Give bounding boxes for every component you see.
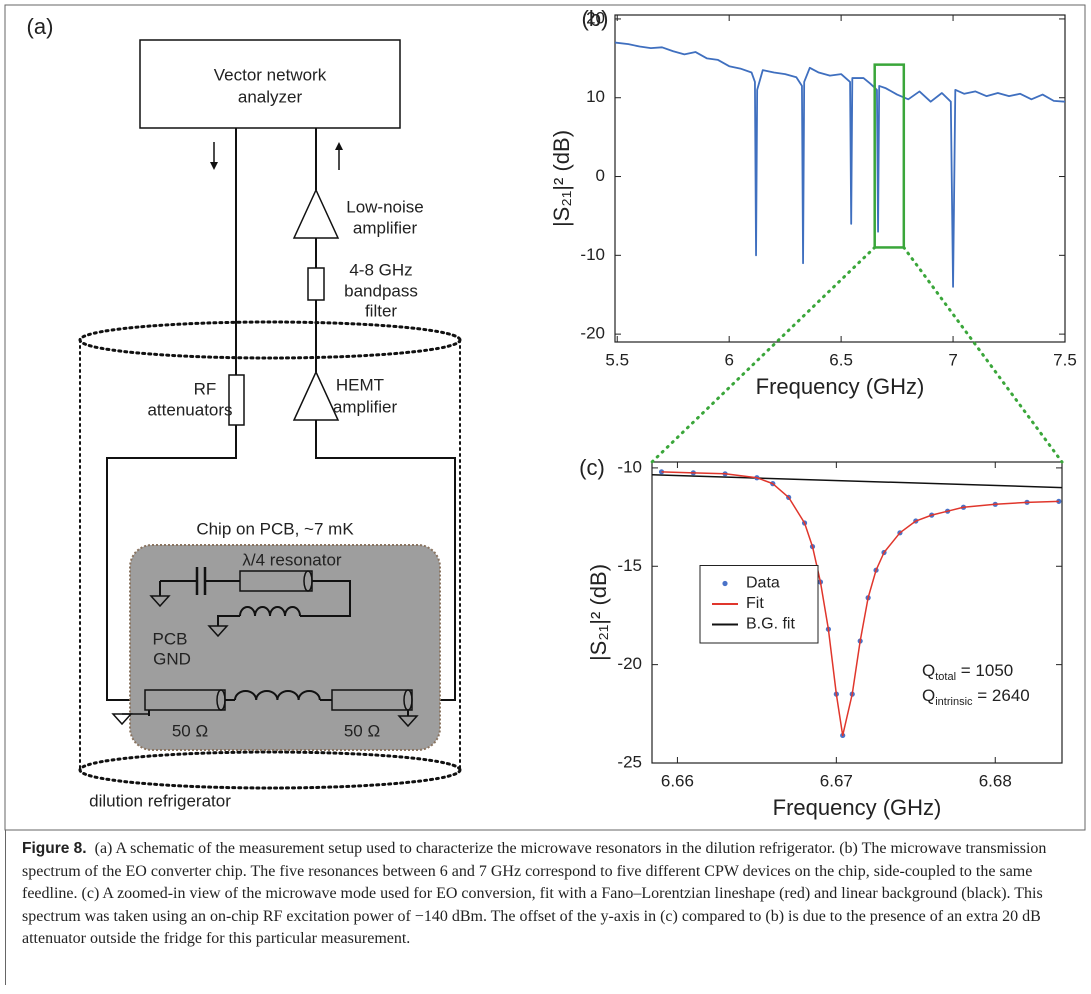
annotation: Qintrinsic = 2640 bbox=[922, 686, 1030, 707]
ground bbox=[111, 713, 133, 726]
lna bbox=[292, 188, 340, 239]
plot-area bbox=[652, 469, 1062, 739]
annotation-text: = 2640 bbox=[973, 686, 1030, 705]
chip-label: Chip on PCB, ~7 mK bbox=[196, 519, 354, 538]
filter-label: bandpass bbox=[344, 281, 418, 300]
resonator-label: λ/4 resonator bbox=[242, 550, 342, 569]
y-tick-label: 20 bbox=[586, 8, 605, 27]
y-tick-label: -25 bbox=[617, 752, 642, 771]
figure-frame bbox=[4, 4, 1086, 831]
zoom-connector bbox=[650, 245, 877, 464]
panel-label: (c) bbox=[579, 455, 605, 480]
caption: Figure 8. (a) A schematic of the measure… bbox=[22, 838, 1074, 951]
feedline bbox=[144, 689, 226, 711]
y-tick-label: 0 bbox=[596, 166, 605, 185]
arrow-head bbox=[335, 142, 343, 150]
figure: (a) Vector network analyzer RF attenuato… bbox=[4, 4, 1086, 831]
hemt-label: amplifier bbox=[333, 397, 398, 416]
fridge-bottom bbox=[78, 750, 462, 790]
schematic: (a) Vector network analyzer RF attenuato… bbox=[27, 14, 462, 810]
attenuator bbox=[228, 374, 245, 426]
x-tick-label: 7 bbox=[948, 350, 957, 369]
annotation-text: = 1050 bbox=[956, 661, 1013, 680]
data-line bbox=[652, 474, 1062, 489]
ground-label: PCB bbox=[153, 629, 188, 648]
fridge-label: dilution refrigerator bbox=[89, 791, 231, 810]
data-line bbox=[661, 471, 1059, 737]
zoom-box bbox=[873, 63, 906, 249]
annotation-symbol: Q bbox=[922, 686, 935, 705]
annotation: Qtotal = 1050 bbox=[922, 661, 1013, 682]
output-line bbox=[315, 128, 456, 701]
data-line bbox=[615, 41, 1065, 288]
y-tick-label: -20 bbox=[580, 324, 605, 343]
hemt bbox=[292, 370, 340, 421]
caption-text: (a) A schematic of the measurement setup… bbox=[22, 840, 1047, 947]
x-tick-label: 6.68 bbox=[979, 771, 1012, 790]
attenuator-label: attenuators bbox=[147, 400, 232, 419]
vna-label: analyzer bbox=[238, 87, 303, 106]
impedance-label: 50 Ω bbox=[172, 721, 208, 740]
y-tick-label: -15 bbox=[617, 556, 642, 575]
annotation-subscript: total bbox=[935, 671, 956, 683]
annotation-symbol: Q bbox=[922, 661, 935, 680]
y-axis-label: |S₂₁|² (dB) bbox=[586, 564, 611, 661]
x-tick-label: 6.67 bbox=[820, 771, 853, 790]
panel-label: (b) bbox=[582, 6, 609, 31]
x-tick-label: 7.5 bbox=[1053, 350, 1077, 369]
filter bbox=[307, 267, 325, 301]
filter-label: 4-8 GHz bbox=[349, 260, 412, 279]
legend-marker bbox=[722, 580, 728, 587]
caption-label: Figure 8. bbox=[22, 840, 87, 857]
caption-rule bbox=[5, 830, 6, 985]
zoom-connector bbox=[902, 245, 1064, 464]
annotation-subscript: intrinsic bbox=[935, 696, 973, 708]
impedance-label: 50 Ω bbox=[344, 721, 380, 740]
lna-label: Low-noise bbox=[346, 197, 424, 216]
panel-label: (a) bbox=[27, 14, 54, 39]
x-axis-label: Frequency (GHz) bbox=[756, 374, 925, 399]
plot-area bbox=[615, 41, 1065, 288]
resonator-end bbox=[303, 570, 313, 592]
x-tick-label: 5.5 bbox=[605, 350, 629, 369]
hemt-label: HEMT bbox=[336, 375, 384, 394]
y-tick-label: -10 bbox=[617, 457, 642, 476]
y-tick-label: -10 bbox=[580, 245, 605, 264]
fridge-top bbox=[78, 320, 462, 360]
arrow-head bbox=[210, 162, 218, 170]
vna-label: Vector network bbox=[214, 65, 327, 84]
data-point bbox=[1056, 498, 1062, 504]
resonator-wire bbox=[160, 580, 351, 626]
input-line bbox=[106, 128, 237, 701]
vna-box bbox=[139, 39, 401, 129]
plot-frame bbox=[614, 14, 1066, 343]
inductor bbox=[234, 690, 321, 701]
inductor bbox=[239, 606, 301, 617]
ground bbox=[149, 595, 171, 608]
y-axis-label: |S₂₁|² (dB) bbox=[549, 130, 574, 227]
ground bbox=[397, 715, 419, 728]
y-tick-label: -20 bbox=[617, 654, 642, 673]
x-axis-label: Frequency (GHz) bbox=[773, 795, 942, 820]
x-tick-label: 6 bbox=[724, 350, 733, 369]
lna-label: amplifier bbox=[353, 218, 418, 237]
ground bbox=[207, 625, 229, 638]
legend-label: B.G. fit bbox=[746, 616, 795, 633]
ground-stem bbox=[148, 710, 409, 716]
legend: Data Fit B.G. fit bbox=[699, 565, 819, 644]
ground-label: GND bbox=[153, 649, 191, 668]
resonator bbox=[239, 570, 313, 592]
y-tick-label: 10 bbox=[586, 87, 605, 106]
filter-label: filter bbox=[365, 301, 397, 320]
x-tick-label: 6.66 bbox=[661, 771, 694, 790]
legend-label: Data bbox=[746, 575, 780, 592]
x-tick-label: 6.5 bbox=[829, 350, 853, 369]
feedline bbox=[331, 689, 413, 711]
legend-label: Fit bbox=[746, 595, 764, 612]
attenuator-label: RF bbox=[194, 379, 217, 398]
